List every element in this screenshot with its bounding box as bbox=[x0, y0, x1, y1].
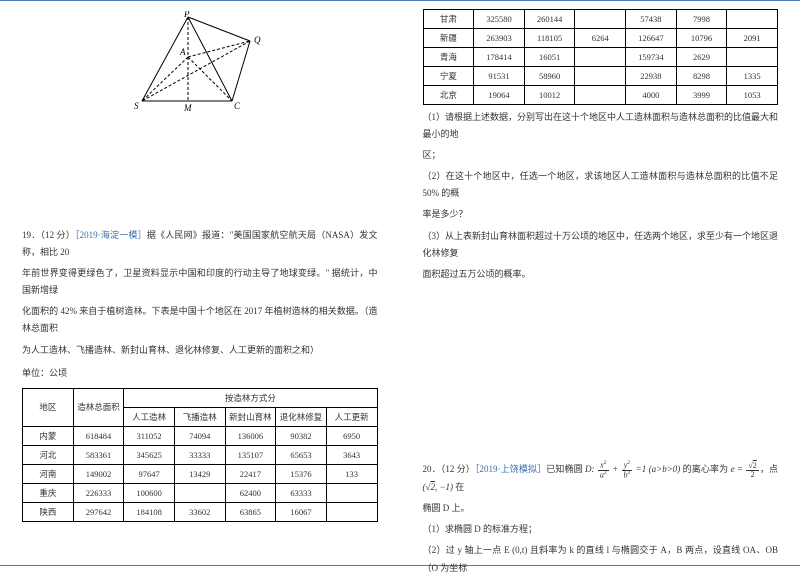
table-row: 北京1906410012400039991053 bbox=[423, 86, 778, 105]
q20-td: 在 bbox=[453, 482, 464, 492]
label-p: P bbox=[183, 11, 190, 19]
q20-line2: 椭圆 D 上。 bbox=[423, 500, 779, 517]
table-row: 甘肃325580260144574387998 bbox=[423, 10, 778, 29]
sub5: 人工更新 bbox=[326, 407, 377, 426]
left-column: P Q A S M C 19．（12 分）［2019·海淀一模］据《人民网》报道… bbox=[0, 1, 400, 565]
q19-l3: 化面积的 42% 来自于植树造林。下表是中国十个地区在 2017 年植树造林的相… bbox=[22, 303, 378, 337]
label-q: Q bbox=[254, 35, 261, 45]
label-a: A bbox=[179, 47, 186, 57]
sub2: 飞播造林 bbox=[174, 407, 225, 426]
q19-l4: 为人工造林、飞播造林、新封山育林、退化林修复、人工更新的面积之和） bbox=[22, 342, 378, 359]
table-row: 青海178414160511597342629 bbox=[423, 48, 778, 67]
sub3: 新封山育林 bbox=[225, 407, 276, 426]
q19-part1b: 区； bbox=[423, 147, 779, 164]
q20-part2: （2）过 y 轴上一点 E (0,t) 且斜率为 k 的直线 l 与椭圆交于 A… bbox=[423, 542, 779, 576]
table-row: 重庆2263331006006240063333 bbox=[23, 483, 378, 502]
q19-part2a: （2）在这十个地区中，任选一个地区，求该地区人工造林面积与造林总面积的比值不足 … bbox=[423, 168, 779, 202]
q20-ref: ［2019·上饶模拟］ bbox=[475, 464, 546, 474]
q20-tb: 的离心率为 bbox=[680, 464, 730, 474]
point-icon: (√2, −1) bbox=[423, 482, 454, 492]
label-m: M bbox=[183, 103, 192, 111]
sub1: 人工造林 bbox=[124, 407, 175, 426]
table-row: 陕西297642184108336026386516067 bbox=[23, 502, 378, 521]
plantation-table-right: 甘肃325580260144574387998 新疆26390311810562… bbox=[423, 9, 779, 105]
q19-part3a: （3）从上表新封山育林面积超过十万公顷的地区中，任选两个地区，求至少有一个地区退… bbox=[423, 228, 779, 262]
ecc-icon: e = bbox=[731, 464, 746, 474]
q19-prefix: 19．（12 分） bbox=[22, 230, 75, 240]
q20-ta: 已知椭圆 bbox=[546, 464, 585, 474]
q20-prefix: 20．（12 分） bbox=[423, 464, 475, 474]
q19-part2b: 率是多少？ bbox=[423, 206, 779, 223]
sub4: 退化林修复 bbox=[276, 407, 327, 426]
q19-ref: ［2019·海淀一模］ bbox=[75, 230, 147, 240]
table-row: 宁夏91531589602293882981335 bbox=[423, 67, 778, 86]
label-s: S bbox=[134, 101, 139, 111]
q19-paragraph: 19．（12 分）［2019·海淀一模］据《人民网》报道："美国国家航空航天局（… bbox=[22, 227, 378, 261]
frac-x: x2a2 bbox=[598, 461, 609, 479]
ellipse-eq-icon: D: bbox=[585, 464, 597, 474]
table-row: 河南14900297647134292241715376133 bbox=[23, 464, 378, 483]
q19-part3b: 面积超过五万公顷的概率。 bbox=[423, 266, 779, 283]
th-total: 造林总面积 bbox=[73, 388, 124, 426]
th-region: 地区 bbox=[23, 388, 74, 426]
pyramid-icon: P Q A S M C bbox=[122, 11, 272, 111]
frac-y: y2b2 bbox=[622, 461, 633, 479]
label-c: C bbox=[234, 101, 241, 111]
plantation-table-left: 地区 造林总面积 按造林方式分 人工造林 飞播造林 新封山育林 退化林修复 人工… bbox=[22, 388, 378, 522]
table-row: 河北58336134562533333135107656533643 bbox=[23, 445, 378, 464]
geometry-figure: P Q A S M C bbox=[122, 11, 378, 113]
th-by: 按造林方式分 bbox=[124, 388, 377, 407]
q20-part1: （1）求椭圆 D 的标准方程； bbox=[423, 521, 779, 538]
frac-ecc: √22 bbox=[746, 462, 758, 479]
page: P Q A S M C 19．（12 分）［2019·海淀一模］据《人民网》报道… bbox=[0, 0, 800, 566]
q20-line1: 20．（12 分）［2019·上饶模拟］已知椭圆 D: x2a2 + y2b2 … bbox=[423, 461, 779, 496]
q19-l2: 年前世界变得更绿色了，卫星资料显示中国和印度的行动主导了地球变绿。" 据统计，中… bbox=[22, 265, 378, 299]
q20-tc: ，点 bbox=[760, 464, 778, 474]
table-row: 新疆2639031181056264126647107962091 bbox=[423, 29, 778, 48]
right-column: 甘肃325580260144574387998 新疆26390311810562… bbox=[401, 1, 800, 565]
table-row: 内蒙61848431105274094136006903826950 bbox=[23, 426, 378, 445]
q19-part1a: （1）请根据上述数据，分别写出在这十个地区中人工造林面积与造林总面积的比值最大和… bbox=[423, 109, 779, 143]
unit-label: 单位：公顷 bbox=[22, 365, 378, 382]
